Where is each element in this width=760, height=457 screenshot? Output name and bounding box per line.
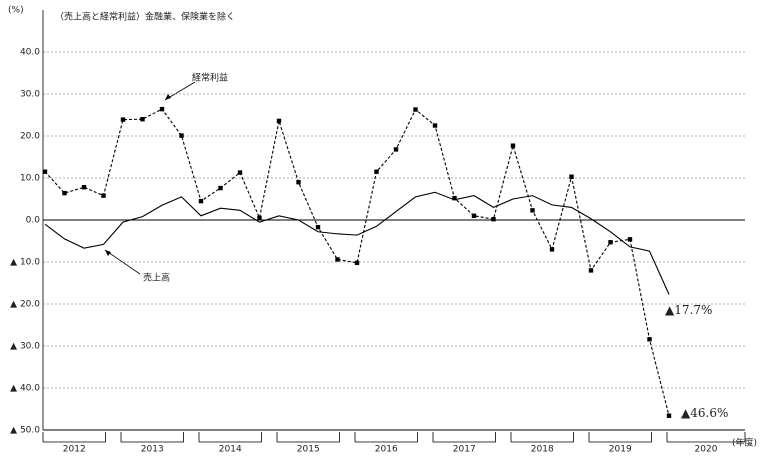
x-tick-label: 2016	[375, 445, 398, 455]
y-tick-label: 30.0	[20, 90, 40, 100]
pointer-arrow	[165, 94, 171, 100]
point-marker	[335, 257, 340, 262]
series-label: 経常利益	[192, 72, 228, 84]
point-marker	[101, 193, 106, 198]
point-marker	[120, 117, 126, 122]
series-label: 売上高	[143, 272, 170, 284]
point-marker	[549, 247, 555, 252]
year-bracket	[42, 432, 106, 443]
point-marker	[42, 169, 48, 174]
y-tick-label: ▲ 30.0	[10, 342, 40, 352]
x-tick-label: 2018	[531, 445, 554, 455]
pointer-line	[104, 249, 141, 275]
point-marker	[666, 413, 672, 418]
point-marker	[62, 190, 67, 196]
year-bracket	[276, 432, 340, 443]
x-tick-label: 2014	[219, 445, 242, 455]
point-marker	[413, 107, 418, 112]
point-marker	[588, 268, 594, 273]
year-bracket	[588, 432, 652, 443]
x-tick-label: 2020	[695, 445, 718, 455]
point-marker	[530, 208, 535, 213]
point-marker	[276, 118, 282, 124]
point-marker	[569, 174, 574, 179]
point-marker	[374, 169, 379, 174]
point-marker	[393, 147, 399, 152]
x-unit: (年度)	[732, 437, 757, 449]
point-marker	[296, 180, 301, 185]
point-marker	[218, 185, 223, 191]
point-marker	[471, 213, 477, 218]
x-tick-label: 2015	[297, 445, 320, 455]
point-marker	[354, 260, 360, 266]
y-tick-label: 20.0	[20, 132, 40, 142]
point-marker	[179, 133, 184, 138]
y-tick-label: ▲ 50.0	[10, 426, 40, 436]
year-bracket	[510, 432, 574, 443]
point-marker	[198, 198, 204, 204]
chart-subtitle: （売上高と経常利益）金融業、保険業を除く	[55, 11, 235, 23]
point-marker	[510, 143, 516, 148]
point-marker	[159, 106, 165, 112]
year-bracket	[354, 432, 418, 443]
point-marker	[452, 195, 457, 201]
point-marker	[608, 240, 613, 245]
y-tick-label: ▲ 40.0	[10, 384, 40, 394]
point-marker	[257, 215, 262, 221]
point-marker	[315, 224, 321, 230]
y-tick-label: 10.0	[20, 174, 40, 184]
y-unit: (%)	[8, 6, 24, 16]
year-bracket	[432, 432, 496, 443]
value-label: ▲17.7%	[665, 303, 712, 317]
point-marker	[81, 185, 87, 190]
x-tick-label: 2017	[453, 445, 476, 455]
point-marker	[627, 237, 633, 242]
point-marker	[647, 337, 652, 342]
series-line	[44, 108, 670, 416]
point-marker	[140, 117, 145, 122]
x-tick-label: 2013	[141, 445, 164, 455]
point-marker	[432, 123, 438, 128]
series-line	[44, 191, 670, 295]
y-tick-label: ▲ 10.0	[10, 258, 40, 268]
point-marker	[237, 170, 243, 175]
year-bracket	[666, 432, 746, 443]
year-bracket	[198, 432, 262, 443]
y-tick-label: 40.0	[20, 48, 40, 58]
year-bracket	[120, 432, 184, 443]
y-tick-label: 0.0	[26, 216, 41, 226]
point-marker	[491, 216, 496, 222]
pointer-arrow	[105, 250, 111, 256]
y-tick-label: ▲ 20.0	[10, 300, 40, 310]
x-tick-label: 2012	[63, 445, 86, 455]
value-label: ▲46.6%	[681, 406, 728, 420]
x-tick-label: 2019	[609, 445, 632, 455]
